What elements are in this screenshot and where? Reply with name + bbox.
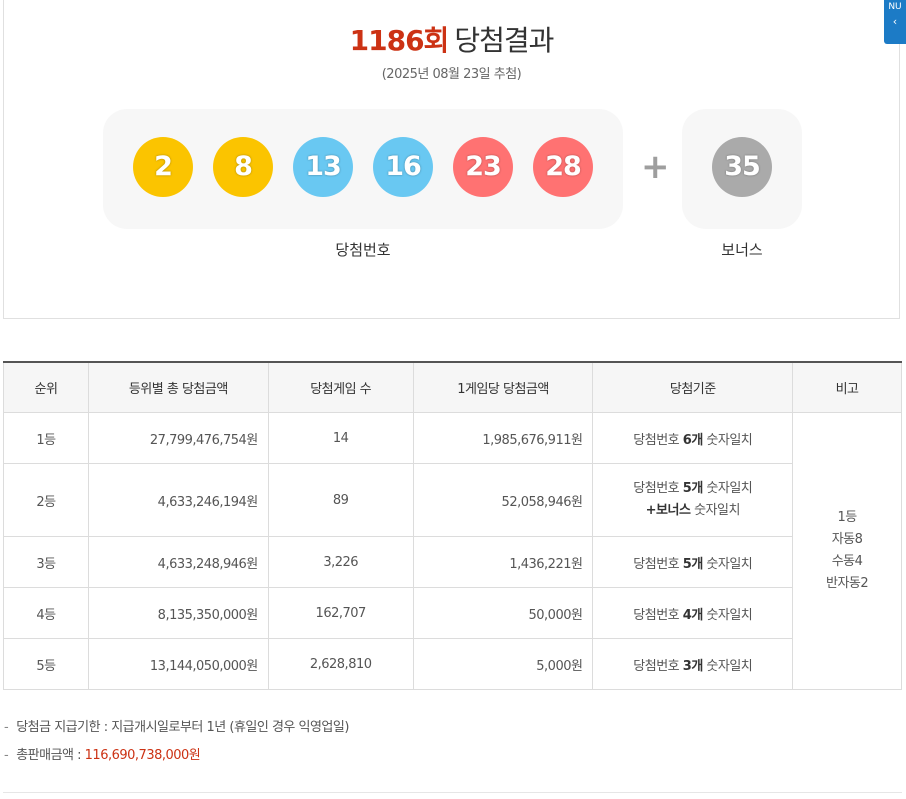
criteria-count: 4개 [682,607,704,623]
rank-cell: 4등 [3,587,89,639]
deadline-label: 당첨금 지급기한 : [16,720,112,735]
title-label: 당첨결과 [454,24,554,57]
criteria-cell: 당첨번호 5개 숫자일치 [592,536,794,588]
note-line: 1등 [837,510,857,525]
criteria-count: 5개 [682,481,704,496]
note-line: 수동4 [831,554,863,569]
note-cell: 1등 자동8 수동4 반자동2 [792,412,902,690]
result-panel: 1186회 당첨결과 (2025년 08월 23일 추첨) 2 8 13 16 2… [3,0,900,319]
note-dash: - [4,748,9,763]
total-prize-cell: 27,799,476,754원 [87,412,269,464]
plus-sign: + [641,147,670,187]
winner-count-cell: 89 [267,463,414,537]
winning-ball-2: 8 [213,137,273,197]
round-number: 1186회 [349,24,450,57]
bonus-number-panel: 35 [682,109,802,229]
winning-ball-4: 16 [373,137,433,197]
total-prize-cell: 4,633,246,194원 [87,463,269,537]
criteria-suffix: 숫자일치 [702,556,753,572]
header-note: 비고 [792,361,902,413]
winner-count-cell: 3,226 [267,536,414,588]
header-winner-count: 당첨게임 수 [267,361,414,413]
bonus-ball: 35 [712,137,772,197]
criteria-bonus-suffix: 숫자일치 [690,503,740,518]
criteria-suffix: 숫자일치 [702,607,753,623]
rank-cell: 2등 [3,463,89,537]
criteria-count: 5개 [682,556,704,572]
total-prize-cell: 8,135,350,000원 [87,587,269,639]
prize-per-game-cell: 1,436,221원 [412,536,594,588]
criteria-cell: 당첨번호 6개 숫자일치 [592,412,794,464]
total-prize-cell: 13,144,050,000원 [87,638,269,690]
sales-value: 116,690,738,000원 [84,748,201,763]
side-menu-tab[interactable]: NU ‹ [884,0,906,44]
criteria-suffix: 숫자일치 [702,432,753,448]
winning-numbers-panel: 2 8 13 16 23 28 [103,109,623,229]
chevron-left-icon: ‹ [892,15,898,28]
prize-per-game-cell: 1,985,676,911원 [412,412,594,464]
header-prize-per-game: 1게임당 당첨금액 [412,361,594,413]
winning-ball-1: 2 [133,137,193,197]
table-header-row: 순위 등위별 총 당첨금액 당첨게임 수 1게임당 당첨금액 당첨기준 비고 [3,361,902,413]
header-total-prize: 등위별 총 당첨금액 [87,361,269,413]
rank-cell: 3등 [3,536,89,588]
criteria-cell: 당첨번호 5개 숫자일치 +보너스 숫자일치 [592,463,794,537]
payment-deadline-note: - 당첨금 지급기한 : 지급개시일로부터 1년 (휴일인 경우 익영업일) [4,714,349,742]
page-title: 1186회 당첨결과 [4,19,899,59]
table-row: 1등 27,799,476,754원 14 1,985,676,911원 당첨번… [3,412,902,690]
prize-per-game-cell: 52,058,946원 [412,463,594,537]
winning-ball-3: 13 [293,137,353,197]
prize-table: 순위 등위별 총 당첨금액 당첨게임 수 1게임당 당첨금액 당첨기준 비고 1… [3,361,902,690]
deadline-value: 지급개시일로부터 1년 (휴일인 경우 익영업일) [111,720,349,735]
note-line: 자동8 [831,532,863,547]
total-sales-note: - 총판매금액 : 116,690,738,000원 [4,742,349,770]
table-row: 3등 4,633,248,946원 3,226 1,436,221원 당첨번호 … [3,536,902,588]
winner-count-cell: 2,628,810 [267,638,414,690]
criteria-bonus: +보너스 [645,503,691,518]
rank-cell: 5등 [3,638,89,690]
criteria-text: 당첨번호 [633,432,683,448]
criteria-text: 당첨번호 [633,658,683,674]
sales-label: 총판매금액 : [16,748,85,763]
winner-count-cell: 162,707 [267,587,414,639]
table-row: 2등 4,633,246,194원 89 52,058,946원 당첨번호 5개… [3,463,902,537]
notes-section: - 당첨금 지급기한 : 지급개시일로부터 1년 (휴일인 경우 익영업일) -총… [4,714,349,770]
criteria-text: 당첨번호 [633,556,683,572]
prize-per-game-cell: 50,000원 [412,587,594,639]
bottom-divider [3,792,902,793]
criteria-count: 6개 [682,432,704,448]
criteria-cell: 당첨번호 3개 숫자일치 [592,638,794,690]
table-row: 4등 8,135,350,000원 162,707 50,000원 당첨번호 4… [3,587,902,639]
draw-date: (2025년 08월 23일 추첨) [381,67,522,82]
criteria-text: 당첨번호 [633,607,683,623]
note-line: 반자동2 [825,576,869,591]
criteria-suffix: 숫자일치 [702,481,753,496]
criteria-text: 당첨번호 [633,481,683,496]
criteria-cell: 당첨번호 4개 숫자일치 [592,587,794,639]
winner-count-cell: 14 [267,412,414,464]
table-row: 5등 13,144,050,000원 2,628,810 5,000원 당첨번호… [3,638,902,690]
note-dash: - [4,720,9,735]
header-rank: 순위 [3,361,89,413]
winning-ball-5: 23 [453,137,513,197]
criteria-suffix: 숫자일치 [702,658,753,674]
winning-ball-6: 28 [533,137,593,197]
header-criteria: 당첨기준 [592,361,794,413]
winning-numbers-caption: 당첨번호 [335,241,391,259]
total-prize-cell: 4,633,248,946원 [87,536,269,588]
criteria-count: 3개 [682,658,704,674]
bonus-caption: 보너스 [721,241,763,259]
rank-cell: 1등 [3,412,89,464]
prize-per-game-cell: 5,000원 [412,638,594,690]
side-tab-text: NU [888,2,902,12]
